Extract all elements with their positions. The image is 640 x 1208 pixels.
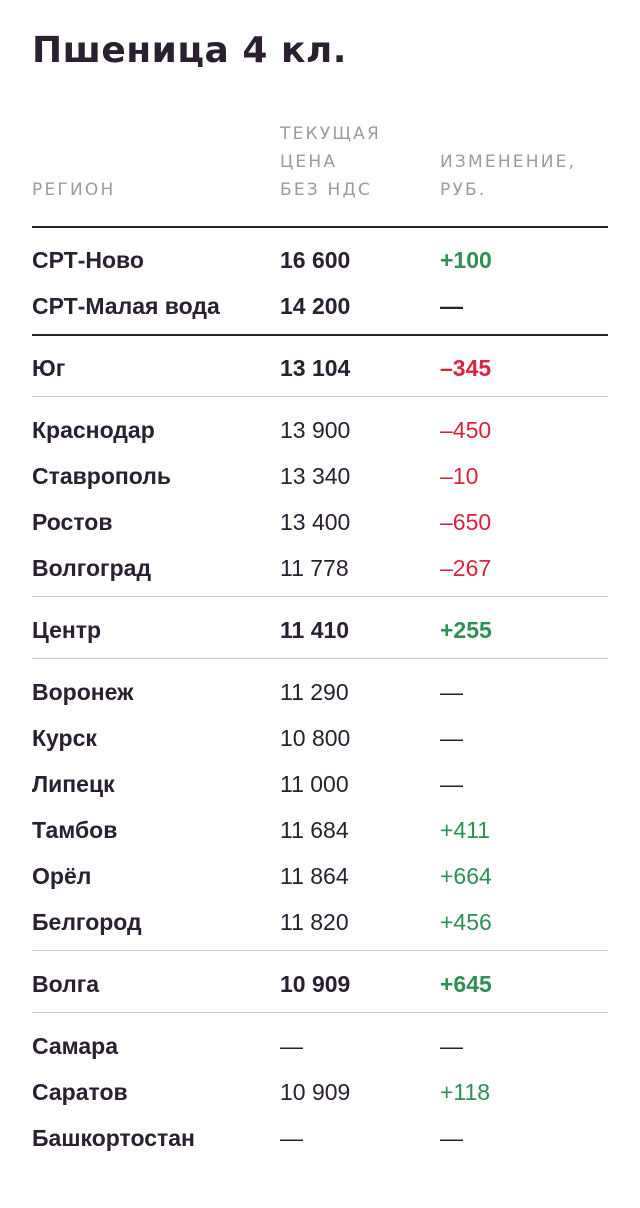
- change-value: —: [440, 725, 463, 751]
- change-value: –10: [440, 463, 479, 489]
- price-value: 10 800: [280, 725, 351, 751]
- price-value: 11 864: [280, 863, 349, 889]
- table-row: Башкортостан — —: [0, 1115, 640, 1161]
- price-value: 13 104: [280, 355, 351, 381]
- change-value: +456: [440, 909, 492, 935]
- change-value: +118: [440, 1079, 491, 1105]
- price-value: 10 909: [280, 1079, 351, 1105]
- row-divider: [32, 950, 608, 951]
- column-header-change-line: РУБ.: [440, 180, 487, 200]
- table-row: Саратов 10 909 +118: [0, 1069, 640, 1115]
- region-name: Ставрополь: [32, 463, 172, 489]
- row-divider: [32, 334, 608, 336]
- table-row: СРТ-Ново 16 600 +100: [0, 237, 640, 283]
- change-value: +100: [440, 247, 492, 273]
- table-row: Самара — —: [0, 1023, 640, 1069]
- region-name: Саратов: [32, 1079, 128, 1105]
- table-row: Ставрополь 13 340 –10: [0, 453, 640, 499]
- region-name: Липецк: [32, 771, 115, 797]
- row-divider: [32, 658, 608, 659]
- row-divider: [32, 1012, 608, 1013]
- region-name: Воронеж: [32, 679, 134, 705]
- price-value: 13 900: [280, 417, 351, 443]
- change-value: —: [440, 771, 463, 797]
- price-value: 11 820: [280, 909, 349, 935]
- change-value: +645: [440, 971, 492, 997]
- change-value: –650: [440, 509, 492, 535]
- region-name: Ростов: [32, 509, 113, 535]
- table-row: Волгоград 11 778 –267: [0, 545, 640, 591]
- table-row: Тамбов 11 684 +411: [0, 807, 640, 853]
- region-name: Краснодар: [32, 417, 155, 443]
- price-value: 13 340: [280, 463, 351, 489]
- price-value: —: [280, 1125, 303, 1151]
- table-row: СРТ-Малая вода 14 200 —: [0, 283, 640, 329]
- price-value: 13 400: [280, 509, 351, 535]
- table-row: Волга 10 909 +645: [0, 961, 640, 1007]
- column-header-price-line: ТЕКУЩАЯ: [280, 124, 381, 144]
- price-value: 14 200: [280, 293, 351, 319]
- row-divider: [32, 396, 608, 397]
- change-value: –450: [440, 417, 492, 443]
- column-header-price: ТЕКУЩАЯ ЦЕНА БЕЗ НДС: [280, 120, 420, 204]
- column-header-price-line: ЦЕНА: [280, 152, 338, 172]
- header-divider: [32, 226, 608, 228]
- table-row: Центр 11 410 +255: [0, 607, 640, 653]
- table-row: Ростов 13 400 –650: [0, 499, 640, 545]
- table-row: Липецк 11 000 —: [0, 761, 640, 807]
- region-name: Волгоград: [32, 555, 152, 581]
- change-value: +411: [440, 817, 491, 843]
- region-name: Орёл: [32, 863, 92, 889]
- table-row: Юг 13 104 –345: [0, 345, 640, 391]
- table-row: Краснодар 13 900 –450: [0, 407, 640, 453]
- table-row: Курск 10 800 —: [0, 715, 640, 761]
- region-name: Курск: [32, 725, 97, 751]
- change-value: –345: [440, 355, 492, 381]
- region-name: Тамбов: [32, 817, 118, 843]
- price-value: 11 290: [280, 679, 349, 705]
- price-value: —: [280, 1033, 303, 1059]
- price-value: 10 909: [280, 971, 351, 997]
- table-row: Орёл 11 864 +664: [0, 853, 640, 899]
- region-name: Белгород: [32, 909, 142, 935]
- price-value: 11 410: [280, 617, 350, 643]
- price-value: 16 600: [280, 247, 351, 273]
- region-name: Юг: [32, 355, 66, 381]
- change-value: —: [440, 293, 463, 319]
- region-name: Башкортостан: [32, 1125, 195, 1151]
- region-name: Волга: [32, 971, 100, 997]
- change-value: +664: [440, 863, 492, 889]
- price-value: 11 778: [280, 555, 349, 581]
- row-divider: [32, 596, 608, 597]
- change-value: —: [440, 1033, 463, 1059]
- table-row: Воронеж 11 290 —: [0, 669, 640, 715]
- change-value: +255: [440, 617, 492, 643]
- change-value: –267: [440, 555, 492, 581]
- table-row: Белгород 11 820 +456: [0, 899, 640, 945]
- column-header-change: ИЗМЕНЕНИЕ, РУБ.: [440, 148, 610, 204]
- region-name: Центр: [32, 617, 102, 643]
- change-value: —: [440, 1125, 463, 1151]
- price-value: 11 000: [280, 771, 349, 797]
- column-header-change-line: ИЗМЕНЕНИЕ,: [440, 152, 577, 172]
- price-value: 11 684: [280, 817, 349, 843]
- column-header-price-line: БЕЗ НДС: [280, 180, 373, 200]
- region-name: СРТ-Малая вода: [32, 293, 220, 319]
- region-name: СРТ-Ново: [32, 247, 144, 273]
- column-header-region: РЕГИОН: [32, 180, 116, 200]
- page-title: Пшеница 4 кл.: [32, 30, 347, 71]
- change-value: —: [440, 679, 463, 705]
- region-name: Самара: [32, 1033, 119, 1059]
